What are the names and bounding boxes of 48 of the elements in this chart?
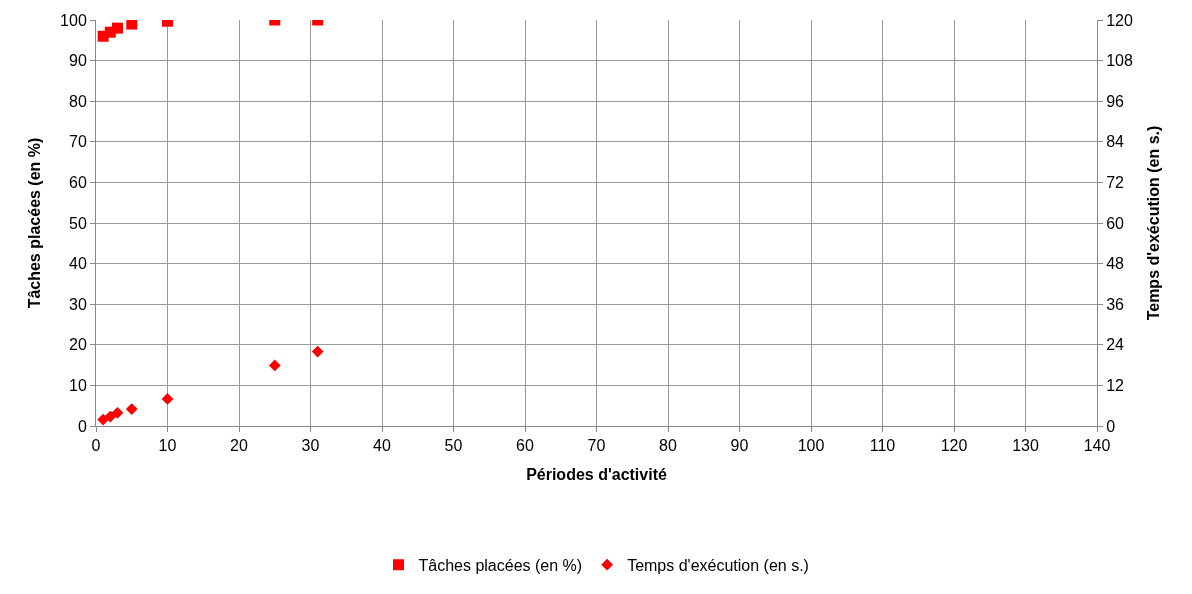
y2-tick-label: 96: [1106, 92, 1125, 110]
point: [125, 403, 138, 415]
y2-tick-label: 84: [1106, 133, 1125, 151]
y2-tick-label: 60: [1106, 214, 1125, 232]
y-tick-label: 90: [69, 52, 87, 70]
x-tick-label: 140: [1083, 437, 1111, 455]
y-tick-label: 70: [69, 133, 87, 151]
y2-tick-label: 12: [1106, 377, 1125, 394]
y-tick-label: 20: [69, 336, 87, 354]
y2-tick-label: 108: [1106, 52, 1133, 70]
point: [111, 406, 124, 419]
x-tick-label: 20: [230, 437, 248, 455]
point: [311, 345, 324, 358]
point: [104, 410, 117, 423]
y2-tick-label: 36: [1106, 295, 1125, 313]
x-tick-label: 60: [516, 437, 534, 455]
y2-tick-label: 24: [1106, 336, 1125, 354]
x-tick-label: 30: [301, 437, 320, 455]
x-tick-label: 10: [158, 437, 177, 455]
point: [161, 393, 174, 405]
y-tick-label: 60: [69, 174, 87, 191]
y2-tick-label: 72: [1106, 174, 1125, 191]
y-tick-label: 80: [69, 92, 87, 110]
y2-tick-label: 48: [1106, 255, 1125, 273]
x-tick-label: 50: [444, 437, 463, 455]
legend-label: Tâches placées (en %): [418, 556, 583, 574]
x-axis-title: Périodes d'activité: [526, 465, 667, 483]
y2-tick-label: 120: [1106, 11, 1133, 29]
legend-label: Temps d'exécution (en s.): [627, 556, 809, 574]
x-tick-label: 100: [797, 437, 825, 455]
y-tick-label: 30: [69, 295, 87, 313]
x-tick-label: 90: [730, 437, 749, 455]
y-axis-title: Tâches placées (en %): [26, 137, 43, 309]
y2-tick-label: 0: [1106, 417, 1116, 435]
y-tick-label: 100: [60, 11, 87, 29]
y-tick-label: 50: [69, 214, 87, 232]
x-tick-label: 130: [1012, 437, 1039, 455]
point: [268, 359, 281, 372]
x-tick-label: 40: [373, 437, 391, 455]
y-tick-label: 10: [69, 377, 87, 394]
y-tick-label: 40: [69, 255, 87, 273]
x-tick-label: 70: [587, 437, 606, 455]
x-tick-label: 110: [869, 437, 896, 455]
y-tick-label: 0: [77, 417, 87, 435]
x-tick-label: 120: [940, 437, 968, 455]
x-tick-label: 0: [91, 437, 101, 455]
y2-axis-title: Temps d'exécution (en s.): [1144, 125, 1162, 321]
x-tick-label: 80: [659, 437, 677, 455]
